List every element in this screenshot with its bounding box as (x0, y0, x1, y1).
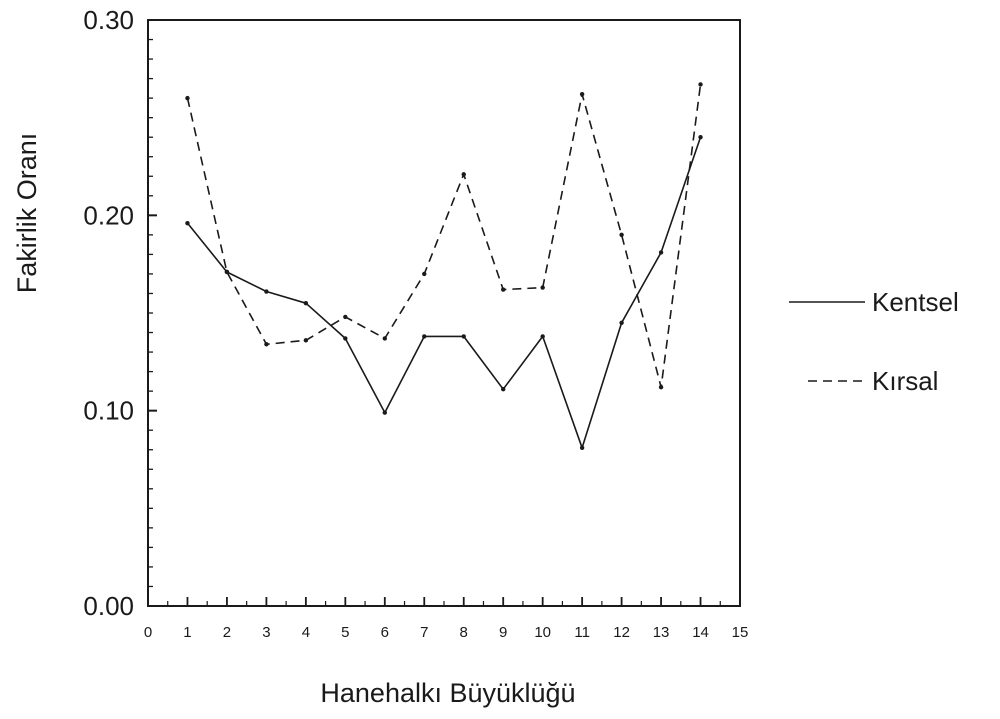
x-tick-label: 13 (653, 624, 670, 641)
data-point (619, 320, 624, 325)
data-point (303, 338, 309, 343)
data-point (264, 342, 269, 347)
data-point (540, 285, 545, 290)
series-line-dashed (186, 84, 702, 389)
data-point (185, 220, 190, 226)
y-tick-label: 0.30 (83, 5, 134, 35)
data-point (264, 289, 269, 294)
x-tick-label: 14 (692, 624, 709, 641)
data-point (658, 385, 664, 390)
x-tick-label: 0 (144, 624, 152, 641)
data-point (382, 410, 387, 415)
data-point (540, 334, 545, 339)
x-axis-title: Hanehalkı Büyüklüğü (320, 678, 575, 708)
legend: Kentsel Kırsal (789, 287, 959, 396)
x-axis-ticks: 0 1 2 3 4 5 6 7 8 9 10 11 12 13 14 15 (144, 597, 749, 641)
data-point (501, 386, 506, 392)
y-axis-title: Fakirlik Oranı (12, 133, 42, 294)
series-layer (185, 82, 703, 450)
x-tick-label: 2 (223, 624, 231, 641)
plot-frame (147, 19, 741, 607)
y-tick-label: 0.00 (83, 591, 134, 621)
data-point (343, 336, 348, 341)
y-tick-label: 0.10 (83, 396, 134, 426)
data-point (698, 82, 703, 87)
data-point (658, 250, 664, 255)
x-tick-label: 6 (381, 624, 389, 641)
data-point (698, 135, 703, 140)
x-tick-label: 10 (534, 624, 551, 641)
legend-label: Kentsel (872, 287, 959, 317)
data-point (579, 92, 585, 97)
data-point (619, 232, 624, 238)
data-point (461, 172, 466, 177)
legend-label: Kırsal (872, 366, 938, 396)
x-tick-label: 12 (613, 624, 630, 641)
x-tick-label: 7 (420, 624, 428, 641)
data-point (501, 287, 506, 292)
data-point (579, 445, 585, 450)
data-point (382, 336, 387, 341)
data-point (343, 314, 348, 320)
y-axis-ticks: 0.00 0.10 0.20 0.30 (83, 5, 157, 621)
x-tick-label: 8 (460, 624, 468, 641)
x-tick-label: 4 (302, 624, 310, 641)
x-tick-label: 3 (262, 624, 270, 641)
y-tick-label: 0.20 (83, 200, 134, 230)
x-tick-label: 15 (732, 624, 749, 641)
x-tick-label: 5 (341, 624, 349, 641)
x-tick-label: 9 (499, 624, 507, 641)
data-point (422, 334, 427, 339)
data-point (422, 271, 427, 277)
x-tick-label: 1 (183, 624, 191, 641)
data-point (185, 95, 190, 101)
data-point (461, 334, 466, 339)
series-line-solid (186, 136, 702, 449)
data-point (303, 301, 309, 306)
data-point (224, 269, 230, 275)
x-tick-label: 11 (574, 624, 590, 641)
